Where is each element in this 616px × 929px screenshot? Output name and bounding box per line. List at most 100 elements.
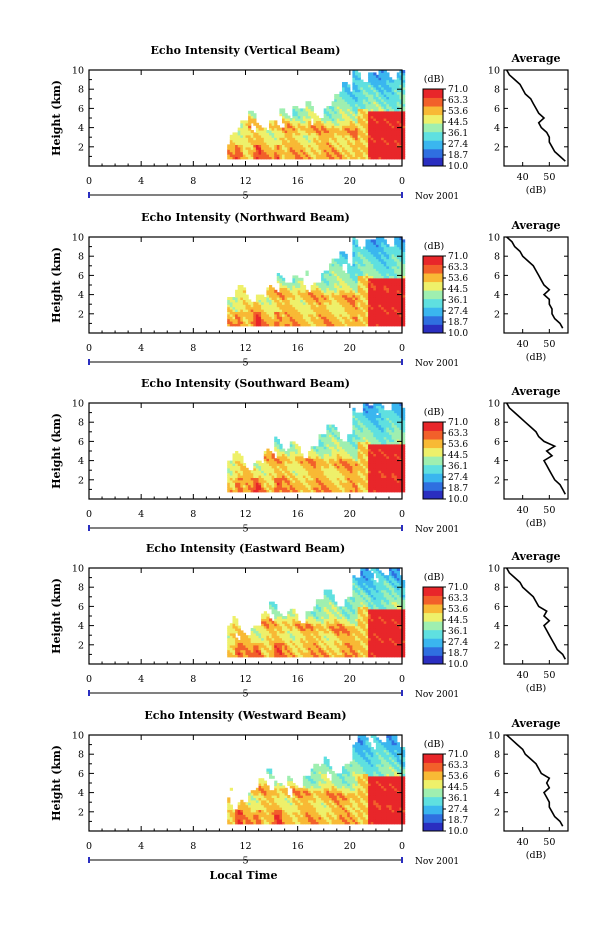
heatmap-cell xyxy=(323,311,327,315)
heatmap-cell xyxy=(391,273,395,276)
heatmap-cell xyxy=(375,96,380,100)
heatmap-cell xyxy=(336,431,340,435)
heatmap-cell xyxy=(235,299,239,303)
heatmap-cell xyxy=(399,465,403,469)
heatmap-cell xyxy=(389,94,393,97)
heatmap-cell xyxy=(373,89,377,93)
heatmap-cell xyxy=(396,465,400,469)
heatmap-cell xyxy=(389,436,393,440)
heatmap-cell xyxy=(342,443,346,447)
heatmap-cell xyxy=(321,137,325,141)
heatmap-cell xyxy=(292,467,296,471)
heatmap-cell xyxy=(321,122,325,126)
heatmap-cell xyxy=(339,156,343,160)
heatmap-cell xyxy=(339,101,343,105)
heatmap-cell xyxy=(362,405,367,409)
heatmap-cell xyxy=(378,427,382,430)
heatmap-cell xyxy=(352,472,356,476)
heatmap-cell xyxy=(383,443,387,447)
heatmap-cell xyxy=(237,156,241,160)
heatmap-cell xyxy=(347,448,351,452)
heatmap-cell xyxy=(378,106,382,109)
heatmap-cell xyxy=(297,323,301,327)
heatmap-cell xyxy=(295,470,299,474)
heatmap-cell xyxy=(381,239,385,243)
heatmap-cell xyxy=(365,427,369,430)
heatmap-cell xyxy=(261,156,265,160)
heatmap-cell xyxy=(368,285,372,288)
heatmap-cell xyxy=(274,443,278,447)
heatmap-cell xyxy=(242,294,247,298)
heatmap-cell xyxy=(378,285,382,288)
heatmap-cell xyxy=(394,451,398,454)
heatmap-cell xyxy=(394,256,398,260)
heatmap-cell xyxy=(263,149,267,153)
heatmap-cell xyxy=(402,125,406,129)
heatmap-cell xyxy=(383,137,387,141)
heatmap-cell xyxy=(362,429,367,433)
heatmap-cell xyxy=(360,306,364,310)
heatmap-cell xyxy=(292,313,296,317)
heatmap-cell xyxy=(279,130,283,133)
heatmap-cell xyxy=(386,263,390,267)
heatmap-cell xyxy=(368,419,372,423)
heatmap-cell xyxy=(326,441,330,445)
heatmap-cell xyxy=(289,465,293,469)
heatmap-cell xyxy=(292,294,296,298)
heatmap-cell xyxy=(284,463,288,466)
heatmap-cell xyxy=(394,446,398,450)
heatmap-cell xyxy=(313,287,317,291)
heatmap-cell xyxy=(295,451,299,454)
heatmap-cell xyxy=(240,316,244,320)
heatmap-cell xyxy=(302,127,307,131)
heatmap-cell xyxy=(331,318,335,322)
heatmap-cell xyxy=(347,275,351,279)
heatmap-cell xyxy=(305,292,309,296)
heatmap-cell xyxy=(389,465,393,469)
heatmap-cell xyxy=(323,304,327,308)
heatmap-cell xyxy=(396,110,400,114)
heatmap-cell xyxy=(355,239,359,243)
heatmap-cell xyxy=(352,323,356,327)
heatmap-cell xyxy=(383,108,387,112)
heatmap-cell xyxy=(399,443,403,447)
heatmap-cell xyxy=(255,467,260,471)
heatmap-cell xyxy=(344,282,348,286)
heatmap-cell xyxy=(399,297,403,300)
heatmap-cell xyxy=(287,139,291,143)
heatmap-cell xyxy=(235,321,239,324)
heatmap-cell xyxy=(386,455,390,459)
heatmap-cell xyxy=(352,106,356,109)
heatmap-cell xyxy=(266,489,270,493)
heatmap-cell xyxy=(308,156,312,160)
heatmap-cell xyxy=(383,89,387,93)
heatmap-cell xyxy=(331,451,335,454)
heatmap-cell xyxy=(386,258,390,262)
heatmap-cell xyxy=(352,455,356,459)
heatmap-cell xyxy=(342,304,346,308)
heatmap-cell xyxy=(386,323,390,327)
heatmap-cell xyxy=(297,453,301,457)
heatmap-cell xyxy=(342,154,346,157)
heatmap-cell xyxy=(383,118,387,121)
heatmap-cell xyxy=(362,487,367,490)
heatmap-cell xyxy=(287,144,291,148)
heatmap-cell xyxy=(274,489,278,493)
heatmap-cell xyxy=(375,103,380,107)
heatmap-cell xyxy=(391,451,395,454)
heatmap-cell xyxy=(308,110,312,114)
heatmap-cell xyxy=(315,487,320,490)
heatmap-cell xyxy=(373,249,377,252)
heatmap-cell xyxy=(308,301,312,305)
heatmap-cell xyxy=(381,484,385,488)
heatmap-cell xyxy=(336,479,340,483)
heatmap-cell xyxy=(336,323,340,327)
heatmap-cell xyxy=(248,146,252,150)
heatmap-cell xyxy=(370,415,374,418)
heatmap-cell xyxy=(269,301,273,305)
heatmap-cell xyxy=(315,479,320,483)
heatmap-cell xyxy=(362,137,367,141)
heatmap-cell xyxy=(276,137,280,141)
heatmap-cell xyxy=(375,429,380,433)
heatmap-cell xyxy=(342,110,346,114)
